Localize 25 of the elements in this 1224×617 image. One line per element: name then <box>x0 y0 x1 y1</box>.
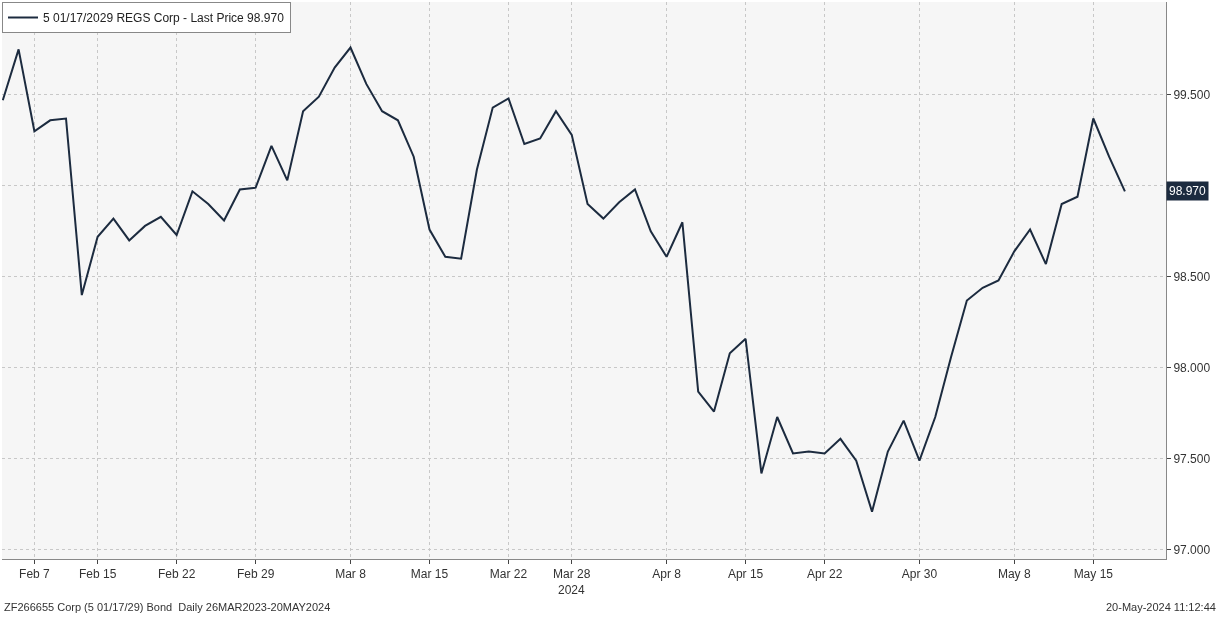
x-tick-label: Apr 30 <box>901 567 938 582</box>
y-tick-label: 97.500 <box>1173 452 1211 467</box>
text: ZF266655 Corp (5 01/17/29) Bond Daily 26MAR2023-20MAY2024 <box>4 601 331 613</box>
x-tick-label: Apr 22 <box>806 567 843 582</box>
x-tick-label: Feb 22 <box>157 567 196 582</box>
y-tick-label: 98.000 <box>1173 361 1211 376</box>
y-tick-label: 97.000 <box>1173 543 1211 558</box>
x-tick-label: Feb 29 <box>236 567 275 582</box>
x-tick-label: Mar 28 <box>553 567 591 582</box>
x-tick-label: Apr 8 <box>652 567 682 582</box>
x-tick-label: Mar 15 <box>410 567 449 582</box>
text: 2024 <box>558 583 586 597</box>
text: 20-May-2024 11:12:44 <box>1106 601 1216 613</box>
y-tick-label: 98.500 <box>1173 270 1211 285</box>
legend-label: 5 01/17/2029 REGS Corp - Last Price 98.970 <box>43 11 285 26</box>
x-tick-label: Feb 7 <box>19 567 51 582</box>
line-series <box>2 46 1126 513</box>
y-tick-label: 99.500 <box>1173 88 1211 103</box>
text: 98.970 <box>1169 184 1207 198</box>
x-tick-label: Mar 22 <box>489 567 528 582</box>
x-tick-label: Mar 8 <box>335 567 367 582</box>
x-tick-label: May 8 <box>997 567 1031 582</box>
x-tick-label: Apr 15 <box>727 567 764 582</box>
x-tick-label: Feb 15 <box>78 567 117 582</box>
x-tick-label: May 15 <box>1073 567 1114 582</box>
